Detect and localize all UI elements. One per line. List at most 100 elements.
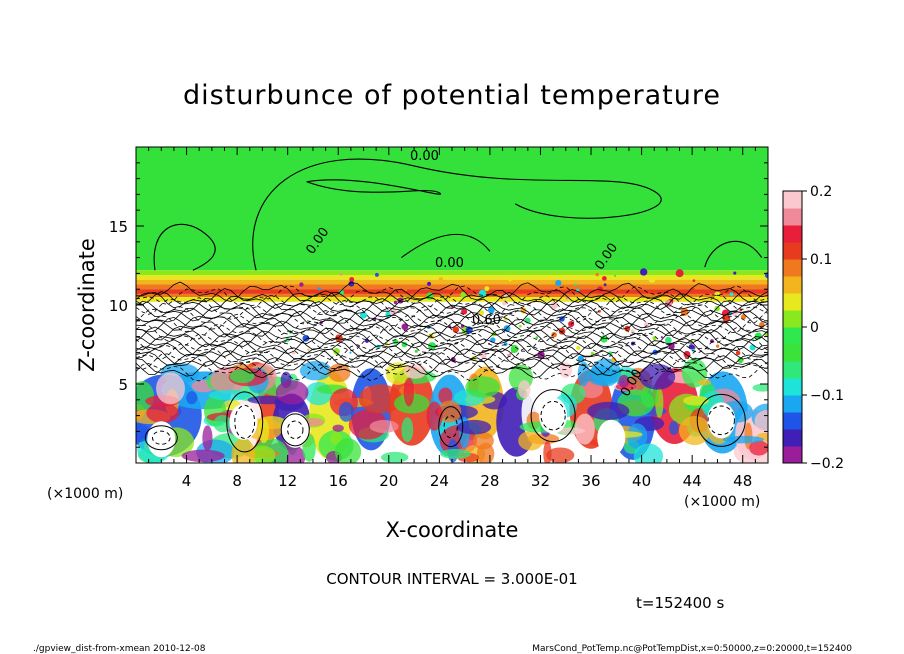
color-blob xyxy=(675,269,684,278)
x-tick-label: 44 xyxy=(683,472,702,490)
color-blob xyxy=(338,401,354,422)
contour-line xyxy=(136,329,768,351)
color-blob xyxy=(608,351,613,356)
x-tick-label: 12 xyxy=(278,472,297,490)
contour-line xyxy=(136,351,768,373)
x-tick-label: 40 xyxy=(632,472,651,490)
color-blob xyxy=(678,415,711,446)
contour-line xyxy=(401,233,491,259)
contour-line xyxy=(306,179,442,195)
color-blob xyxy=(683,395,709,406)
y-tick-label: 10 xyxy=(109,297,128,315)
color-blob xyxy=(146,403,180,424)
color-blob xyxy=(404,364,427,379)
color-blob xyxy=(186,391,198,405)
color-blob xyxy=(299,361,332,381)
color-blob xyxy=(348,280,355,287)
color-blob xyxy=(317,287,321,291)
color-blob xyxy=(669,420,679,436)
color-blob xyxy=(640,384,659,408)
colorbar-swatch xyxy=(783,361,802,379)
y-axis: 5 10 15 xyxy=(109,162,768,448)
color-blob xyxy=(714,305,720,312)
x-tick-label: 48 xyxy=(733,472,752,490)
color-band xyxy=(136,301,768,375)
colorbar-swatch xyxy=(783,378,802,396)
color-blob xyxy=(213,414,232,433)
x-tick-label: 4 xyxy=(182,472,192,490)
color-blob xyxy=(457,419,492,435)
color-blob xyxy=(518,324,522,328)
colorbar-swatch xyxy=(783,327,802,345)
color-blob xyxy=(147,421,176,458)
x-tick-label: 24 xyxy=(430,472,449,490)
color-blob xyxy=(460,291,467,298)
contour-interval-text: CONTOUR INTERVAL = 3.000E-01 xyxy=(326,570,577,588)
contour-line xyxy=(540,400,566,431)
color-blob xyxy=(697,379,711,386)
color-blob xyxy=(508,277,512,282)
contour-label: 0.00 xyxy=(435,256,464,271)
contour-line xyxy=(280,413,310,447)
color-blob xyxy=(484,286,490,292)
color-band xyxy=(136,279,768,285)
color-blob xyxy=(229,403,258,440)
color-blob xyxy=(546,447,575,463)
color-blob xyxy=(611,357,617,363)
color-blob xyxy=(349,351,352,354)
color-blob xyxy=(665,336,672,344)
y-tick-label: 15 xyxy=(109,218,128,236)
contour-line xyxy=(136,326,768,348)
color-blob xyxy=(555,279,562,287)
color-blob xyxy=(597,286,604,293)
color-blob xyxy=(328,363,351,382)
color-blob xyxy=(539,397,568,434)
colorbar-swatch xyxy=(783,310,802,328)
color-blob xyxy=(478,310,485,316)
colorbar-tick-label: 0.1 xyxy=(810,252,832,268)
x-tick-label: 32 xyxy=(531,472,550,490)
color-blob xyxy=(247,395,287,405)
color-blob xyxy=(729,292,734,297)
color-blob xyxy=(369,419,399,433)
color-blob xyxy=(414,349,418,353)
x-tick-label: 36 xyxy=(581,472,600,490)
color-blob xyxy=(427,281,432,286)
color-blob xyxy=(518,430,544,451)
color-blob xyxy=(707,402,736,439)
colorbar-tick-label: −0.2 xyxy=(810,456,844,472)
color-blob xyxy=(472,431,494,450)
color-blob xyxy=(518,380,531,399)
color-blob xyxy=(452,326,460,333)
colorbar-swatch xyxy=(783,208,802,226)
contour-line xyxy=(136,357,768,379)
color-blob xyxy=(381,451,409,463)
color-blob xyxy=(639,268,648,276)
color-blob xyxy=(307,348,310,351)
color-blob xyxy=(330,431,342,445)
x-axis: 4 8 12 16 20 24 28 32 36 40 44 48 xyxy=(148,147,756,490)
color-blob xyxy=(385,362,410,385)
color-blob xyxy=(722,435,765,444)
color-blob xyxy=(692,279,696,283)
color-blob xyxy=(507,354,510,357)
color-blob xyxy=(332,424,344,432)
contour-line xyxy=(136,322,768,345)
color-blobs xyxy=(136,268,768,463)
color-band xyxy=(136,274,768,280)
colorbar-swatch xyxy=(783,276,802,294)
color-blob xyxy=(181,449,225,463)
color-blob xyxy=(735,350,741,356)
contour-line xyxy=(226,391,264,453)
color-blob xyxy=(614,274,617,277)
colorbar-swatch xyxy=(783,395,802,413)
color-blob xyxy=(202,425,213,452)
color-blob xyxy=(359,311,367,319)
contour-line xyxy=(136,294,768,316)
color-blob xyxy=(648,276,656,283)
color-blob xyxy=(597,419,626,456)
contour-line xyxy=(704,240,763,268)
contour-line xyxy=(136,348,768,369)
contour-line xyxy=(136,335,768,357)
color-blob xyxy=(461,308,468,315)
